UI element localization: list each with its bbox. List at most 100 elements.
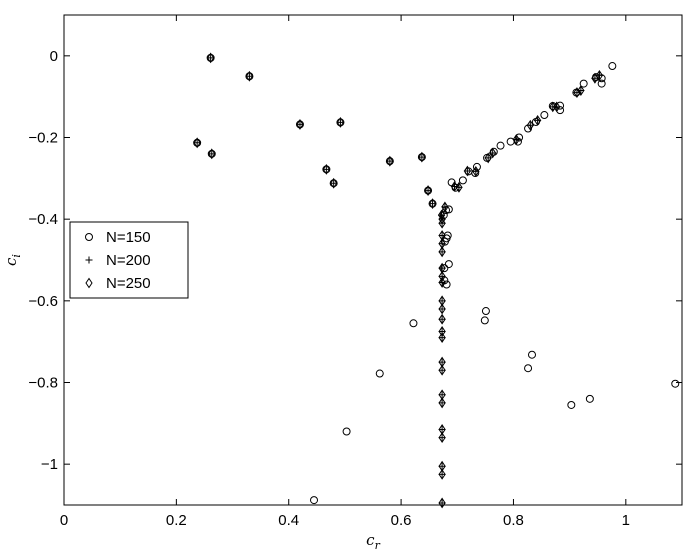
legend: N=150 N=200 N=250 xyxy=(69,221,189,299)
data-point-circle xyxy=(440,237,449,246)
data-point-circle xyxy=(444,260,453,269)
data-point-diamond xyxy=(526,119,534,131)
data-point-diamond xyxy=(322,163,330,175)
x-tick-label: 0.2 xyxy=(166,512,187,529)
data-point-plus xyxy=(424,187,432,195)
data-point-plus xyxy=(553,103,561,111)
data-point-diamond xyxy=(450,181,459,192)
data-point-plus xyxy=(438,425,446,433)
data-point-diamond xyxy=(386,155,394,167)
y-axis-label-base: c xyxy=(2,257,20,266)
data-point-circle xyxy=(472,162,481,171)
data-point-diamond xyxy=(438,332,446,343)
x-tick-label: 1 xyxy=(622,512,630,529)
x-tick-label: 0 xyxy=(60,512,68,529)
legend-label: N=250 xyxy=(106,275,151,292)
data-point-plus xyxy=(296,120,304,128)
data-point-diamond xyxy=(207,52,215,64)
data-point-diamond xyxy=(438,326,446,337)
data-point-plus xyxy=(418,153,426,161)
data-point-diamond xyxy=(472,165,480,177)
data-point-circle xyxy=(496,141,505,150)
data-point-plus xyxy=(484,154,492,162)
data-point-diamond xyxy=(577,85,585,96)
data-point-plus xyxy=(438,248,446,256)
data-point-diamond xyxy=(512,134,520,145)
data-point-diamond xyxy=(553,101,561,113)
data-point-plus xyxy=(595,71,603,79)
data-point-diamond xyxy=(534,114,542,126)
x-axis-label-base: c xyxy=(366,531,375,549)
series-n-250 xyxy=(193,52,604,509)
data-point-diamond xyxy=(438,213,446,225)
data-point-diamond xyxy=(438,364,446,376)
data-point-plus xyxy=(438,315,446,323)
series-n-150 xyxy=(193,53,680,505)
data-point-circle xyxy=(597,79,606,88)
data-point-circle xyxy=(458,176,467,185)
data-point-circle xyxy=(310,496,319,505)
data-point-diamond xyxy=(208,148,216,160)
y-tick-label: 0 xyxy=(50,48,58,65)
data-marks xyxy=(193,52,680,509)
data-point-plus xyxy=(438,399,446,407)
data-point-plus xyxy=(208,150,216,158)
data-point-circle xyxy=(375,369,384,378)
data-point-plus xyxy=(591,74,599,82)
data-point-plus xyxy=(438,462,446,470)
x-tick-label: 0.4 xyxy=(278,512,299,529)
data-point-diamond xyxy=(428,198,437,210)
data-point-diamond xyxy=(438,270,446,282)
data-point-plus xyxy=(438,434,446,442)
x-axis-label-subscript: r xyxy=(375,539,381,549)
data-point-circle xyxy=(527,350,536,359)
data-point-diamond xyxy=(595,70,604,81)
y-tick-label: −0.8 xyxy=(28,375,58,392)
data-point-plus xyxy=(336,118,344,126)
data-point-circle xyxy=(442,280,451,289)
data-point-diamond xyxy=(484,152,492,164)
data-point-circle xyxy=(671,379,680,388)
data-point-diamond xyxy=(489,147,497,159)
data-point-circle xyxy=(481,307,490,316)
legend-marker-circle xyxy=(85,233,93,241)
data-point-circle xyxy=(524,364,533,373)
data-point-diamond xyxy=(193,137,201,149)
data-point-diamond xyxy=(455,181,463,193)
x-tick-label: 0.8 xyxy=(503,512,524,529)
data-point-diamond xyxy=(336,116,345,128)
data-point-plus xyxy=(330,179,338,187)
y-axis-label-subscript: i xyxy=(10,254,23,258)
data-point-plus xyxy=(386,157,394,165)
legend-marker-diamond xyxy=(85,277,93,289)
data-point-plus xyxy=(438,391,446,399)
data-point-diamond xyxy=(438,313,446,325)
data-point-diamond xyxy=(296,119,304,130)
data-point-plus xyxy=(441,203,449,211)
legend-label: N=150 xyxy=(106,229,151,246)
data-point-diamond xyxy=(463,165,471,177)
data-point-diamond xyxy=(438,246,446,258)
x-axis-label: cr xyxy=(366,531,380,549)
data-point-diamond xyxy=(330,177,338,189)
data-point-diamond xyxy=(438,303,446,315)
data-point-circle xyxy=(540,111,549,120)
data-point-plus xyxy=(438,232,446,239)
y-tick-label: −1 xyxy=(41,456,58,473)
data-point-diamond xyxy=(438,277,446,288)
plot-frame xyxy=(63,14,683,506)
data-point-plus xyxy=(512,136,520,144)
data-point-diamond xyxy=(438,432,446,444)
data-point-circle xyxy=(471,169,480,178)
legend-label: N=200 xyxy=(106,252,151,269)
axis-ticks xyxy=(63,15,682,505)
data-point-circle xyxy=(409,319,418,328)
data-point-diamond xyxy=(418,151,426,163)
axis-tick-labels: 0 0.2 0.4 0.6 0.8 1 0 −0.2 −0.4 −0.6 −0.8 −1 xyxy=(28,48,630,529)
data-point-plus xyxy=(438,366,446,374)
data-point-circle xyxy=(342,427,351,436)
data-point-plus xyxy=(207,54,215,62)
data-point-diamond xyxy=(245,70,254,82)
data-point-plus xyxy=(526,121,534,129)
data-point-plus xyxy=(322,165,330,173)
